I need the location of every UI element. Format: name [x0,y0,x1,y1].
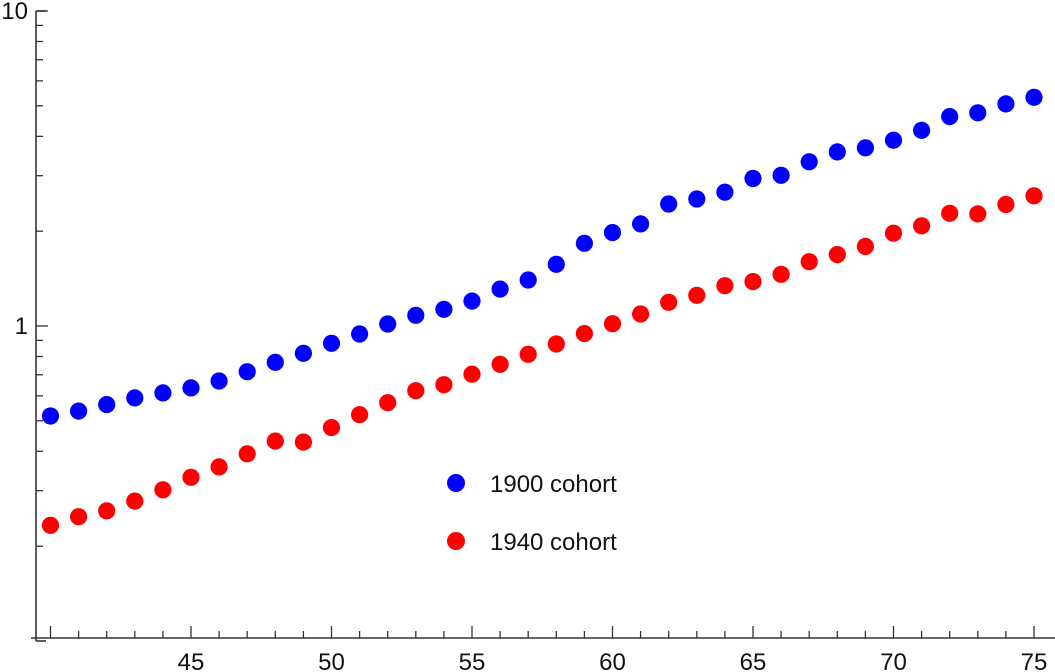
data-point [266,353,284,371]
y-tick-label: 1 [15,313,28,340]
data-point [210,458,228,476]
data-point [997,195,1015,214]
data-point [435,376,453,394]
data-point [660,195,678,213]
data-point [632,305,650,323]
x-tick-label: 70 [880,649,907,672]
data-point [407,306,425,324]
data-point [688,286,706,304]
data-point [941,108,959,126]
data-point [351,325,369,343]
legend-marker-blue [447,474,465,492]
data-point [744,273,762,291]
data-point [660,293,678,311]
data-point [772,265,790,283]
x-tick-label: 50 [318,649,345,672]
x-tick-label: 60 [599,649,626,672]
data-point [70,402,88,420]
data-point [238,363,256,381]
data-point [716,183,734,201]
data-point [632,215,650,233]
data-point [98,396,116,414]
data-point [772,166,790,184]
data-point [519,271,537,289]
data-point [154,481,172,499]
data-point [884,224,903,242]
data-point [1025,187,1043,205]
data-point [575,234,594,252]
y-tick-label: 10 [1,0,28,25]
data-point [688,190,706,208]
data-point [884,131,903,149]
data-point [913,121,931,139]
data-point [1025,88,1043,106]
data-point [941,204,959,222]
data-point [182,468,200,486]
data-point [379,394,397,412]
data-point [351,406,369,424]
data-point [491,280,509,298]
series-1940-cohort [41,187,1043,534]
data-point [266,432,284,450]
data-point [603,315,622,333]
data-point [322,334,341,352]
data-point [856,237,875,255]
data-point [828,143,846,161]
legend-item-1900: 1900 cohort [447,471,617,498]
data-point [603,224,622,242]
data-series [41,88,1043,534]
data-point [800,253,818,271]
x-tick-label: 45 [178,649,205,672]
data-point [828,246,846,264]
data-point [491,355,509,373]
data-point [182,379,200,397]
data-point [41,407,60,425]
data-point [41,516,60,534]
data-point [913,217,931,235]
legend-item-1940: 1940 cohort [447,529,617,556]
data-point [379,315,397,333]
data-point [407,382,425,400]
data-point [547,335,565,353]
data-point [154,384,172,402]
x-tick-label: 55 [459,649,486,672]
data-point [294,344,312,362]
data-point [969,205,987,223]
x-tick-label: 75 [1021,649,1048,672]
data-point [575,325,594,343]
data-point [856,139,875,157]
data-point [547,255,565,273]
x-tick-label: 65 [740,649,767,672]
data-point [463,365,481,383]
data-point [210,372,228,390]
data-point [716,277,734,295]
data-point [997,95,1015,113]
legend-label-1900: 1900 cohort [490,471,617,498]
data-point [70,508,88,526]
data-point [294,433,312,451]
data-point [238,445,256,463]
y-ticks: 1 10 [1,0,48,547]
data-point [98,502,116,520]
series-1900-cohort [41,88,1043,425]
data-point [126,492,144,510]
legend: 1900 cohort 1940 cohort [447,471,617,556]
data-point [800,153,818,171]
data-point [435,300,453,318]
data-point [744,169,762,188]
x-ticks: 45 50 55 60 65 70 75 [49,626,1048,672]
data-point [126,389,144,407]
data-point [519,345,537,363]
data-point [463,292,481,310]
data-point [969,104,987,122]
legend-label-1940: 1940 cohort [490,529,617,556]
legend-marker-red [447,532,465,550]
data-point [322,419,341,437]
